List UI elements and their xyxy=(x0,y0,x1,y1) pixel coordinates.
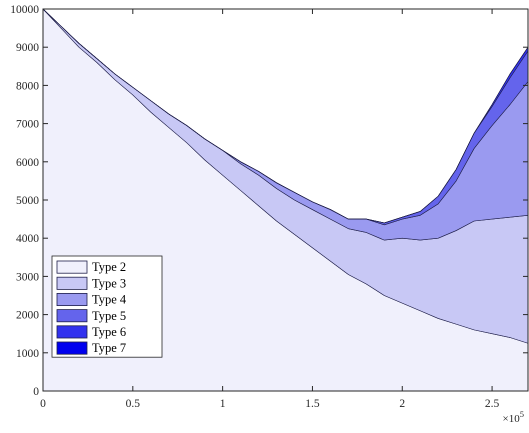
y-tick-label: 1000 xyxy=(16,348,39,360)
x-tick-label: 0 xyxy=(40,398,46,410)
legend-label-type-4: Type 4 xyxy=(92,293,127,307)
x-tick-label: 2.5 xyxy=(485,398,500,410)
x-axis: 0 0.5 1 1.5 2 2.5 xyxy=(40,9,500,410)
y-tick-label: 2000 xyxy=(16,310,39,322)
y-tick-label: 0 xyxy=(33,386,39,398)
y-tick-label: 6000 xyxy=(16,157,39,169)
legend-label-type-2: Type 2 xyxy=(92,260,126,274)
legend: Type 2 Type 3 Type 4 Type 5 Type 6 Type 7 xyxy=(51,255,163,358)
legend-swatch-type-2 xyxy=(56,260,88,274)
y-tick-label: 4000 xyxy=(16,233,39,245)
legend-swatch-type-3 xyxy=(56,276,88,290)
legend-swatch-type-6 xyxy=(56,325,88,339)
y-tick-label: 9000 xyxy=(16,42,39,54)
y-tick-label: 7000 xyxy=(16,119,39,131)
legend-swatch-type-7 xyxy=(56,341,88,355)
legend-label-type-7: Type 7 xyxy=(92,341,126,355)
legend-label-type-5: Type 5 xyxy=(92,309,126,323)
y-axis: 0 1000 2000 3000 4000 5000 6000 7000 8000 9000 100… xyxy=(10,4,528,398)
x-tick-label: 1 xyxy=(220,398,226,410)
y-tick-label: 5000 xyxy=(16,195,39,207)
x-tick-label: 0.5 xyxy=(126,398,141,410)
x-tick-label: 2 xyxy=(399,398,405,410)
legend-swatch-type-5 xyxy=(56,309,88,323)
y-tick-label: 3000 xyxy=(16,271,39,283)
y-tick-label: 8000 xyxy=(16,80,39,92)
legend-swatch-type-4 xyxy=(56,292,88,306)
x-axis-exponent-label: ×105 xyxy=(503,409,524,425)
x-tick-label: 1.5 xyxy=(305,398,320,410)
legend-label-type-3: Type 3 xyxy=(92,276,126,290)
y-tick-label: 10000 xyxy=(10,4,39,16)
legend-label-type-6: Type 6 xyxy=(92,325,126,339)
